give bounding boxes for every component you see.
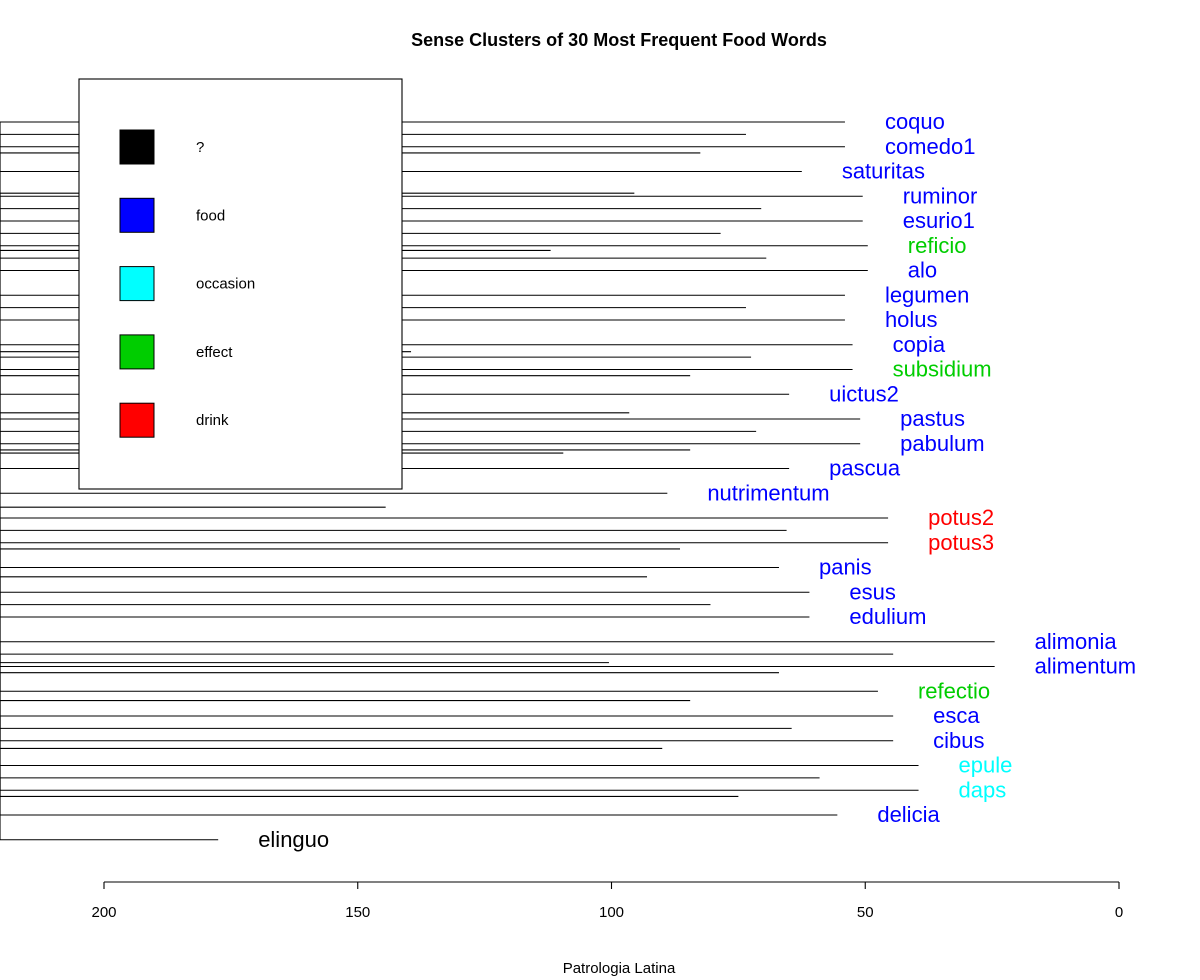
leaf-label-daps: daps xyxy=(959,777,1007,802)
leaf-label-pascua: pascua xyxy=(829,456,901,481)
leaf-labels: coquocomedo1saturitasruminoresurio1refic… xyxy=(258,109,1136,852)
leaf-label-delicia: delicia xyxy=(877,802,940,827)
legend-label-drink: drink xyxy=(196,412,229,429)
leaf-label-esca: esca xyxy=(933,703,980,728)
x-axis: 200 150 100 50 0 xyxy=(91,881,1123,921)
leaf-label-elinguo: elinguo xyxy=(258,827,329,852)
leaf-label-alimonia: alimonia xyxy=(1035,629,1118,654)
leaf-label-panis: panis xyxy=(819,555,872,580)
leaf-label-edulium: edulium xyxy=(849,604,926,629)
leaf-label-pabulum: pabulum xyxy=(900,431,984,456)
leaf-label-holus: holus xyxy=(885,307,938,332)
x-tick-label-100: 100 xyxy=(599,904,624,921)
leaf-label-nutrimentum: nutrimentum xyxy=(707,480,829,505)
leaf-label-refectio: refectio xyxy=(918,678,990,703)
leaf-label-coquo: coquo xyxy=(885,109,945,134)
leaf-label-potus3: potus3 xyxy=(928,530,994,555)
legend-label-occasion: occasion xyxy=(196,276,255,293)
chart-title: Sense Clusters of 30 Most Frequent Food … xyxy=(411,30,827,50)
leaf-label-cibus: cibus xyxy=(933,728,984,753)
leaf-label-alimentum: alimentum xyxy=(1035,654,1136,679)
leaf-label-reficio: reficio xyxy=(908,233,967,258)
x-axis-label: Patrologia Latina xyxy=(563,960,676,977)
leaf-label-epule: epule xyxy=(959,753,1013,778)
leaf-label-pastus: pastus xyxy=(900,406,965,431)
x-tick-label-150: 150 xyxy=(345,904,370,921)
legend-swatch-occasion xyxy=(119,266,155,302)
legend: ? food occasion effect drink xyxy=(78,78,403,490)
x-tick-label-200: 200 xyxy=(91,904,116,921)
leaf-label-potus2: potus2 xyxy=(928,505,994,530)
legend-label-effect: effect xyxy=(196,344,233,361)
leaf-label-legumen: legumen xyxy=(885,282,969,307)
leaf-label-copia: copia xyxy=(893,332,946,357)
leaf-label-ruminor: ruminor xyxy=(903,183,978,208)
leaf-label-subsidium: subsidium xyxy=(893,357,992,382)
legend-swatch-drink xyxy=(119,402,155,438)
x-tick-label-50: 50 xyxy=(857,904,874,921)
x-tick-label-0: 0 xyxy=(1115,904,1123,921)
leaf-label-uictus2: uictus2 xyxy=(829,381,899,406)
leaf-label-esus: esus xyxy=(849,579,895,604)
legend-swatch-effect xyxy=(119,334,155,370)
legend-label-unknown: ? xyxy=(196,139,204,156)
leaf-label-saturitas: saturitas xyxy=(842,159,925,184)
legend-swatch-food xyxy=(119,197,155,233)
legend-swatch-unknown xyxy=(119,129,155,165)
leaf-label-alo: alo xyxy=(908,258,937,283)
leaf-label-esurio1: esurio1 xyxy=(903,208,975,233)
leaf-label-comedo1: comedo1 xyxy=(885,134,976,159)
legend-label-food: food xyxy=(196,207,225,224)
